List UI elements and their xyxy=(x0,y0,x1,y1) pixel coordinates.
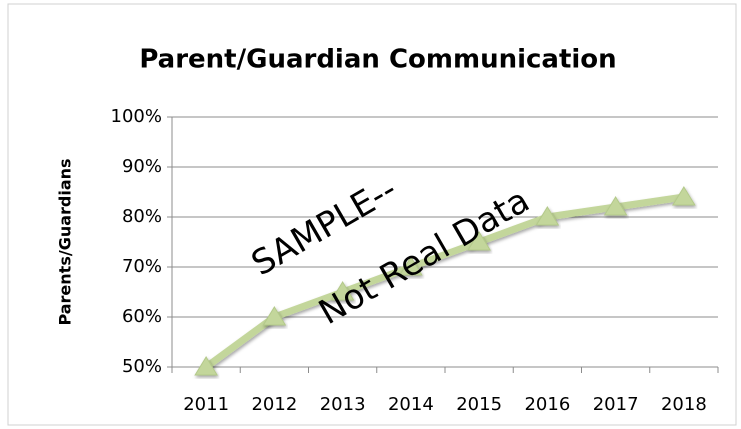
marker xyxy=(535,206,560,226)
marker xyxy=(603,196,628,216)
marker xyxy=(330,281,355,301)
chart-title: Parent/Guardian Communication xyxy=(139,45,616,75)
x-tick-label: 2011 xyxy=(183,394,229,415)
marker xyxy=(262,306,287,326)
y-tick-label: 50% xyxy=(122,356,162,377)
marker xyxy=(398,256,423,276)
marker xyxy=(467,231,492,251)
marker xyxy=(671,186,696,206)
x-tick-label: 2012 xyxy=(251,394,297,415)
chart-frame xyxy=(7,3,737,426)
y-tick-label: 90% xyxy=(122,156,162,177)
y-tick-label: 70% xyxy=(122,256,162,277)
x-tick-label: 2016 xyxy=(524,394,570,415)
series-line xyxy=(204,193,685,370)
x-tick-label: 2014 xyxy=(388,394,434,415)
y-tick-label: 100% xyxy=(111,106,162,127)
y-axis-label: Parents/Guardians xyxy=(56,158,75,325)
y-tick-label: 80% xyxy=(122,206,162,227)
marker xyxy=(194,356,219,376)
y-tick-label: 60% xyxy=(122,306,162,327)
x-tick-label: 2015 xyxy=(456,394,502,415)
x-tick-label: 2013 xyxy=(320,394,366,415)
x-tick-label: 2017 xyxy=(593,394,639,415)
x-tick-label: 2018 xyxy=(661,394,707,415)
